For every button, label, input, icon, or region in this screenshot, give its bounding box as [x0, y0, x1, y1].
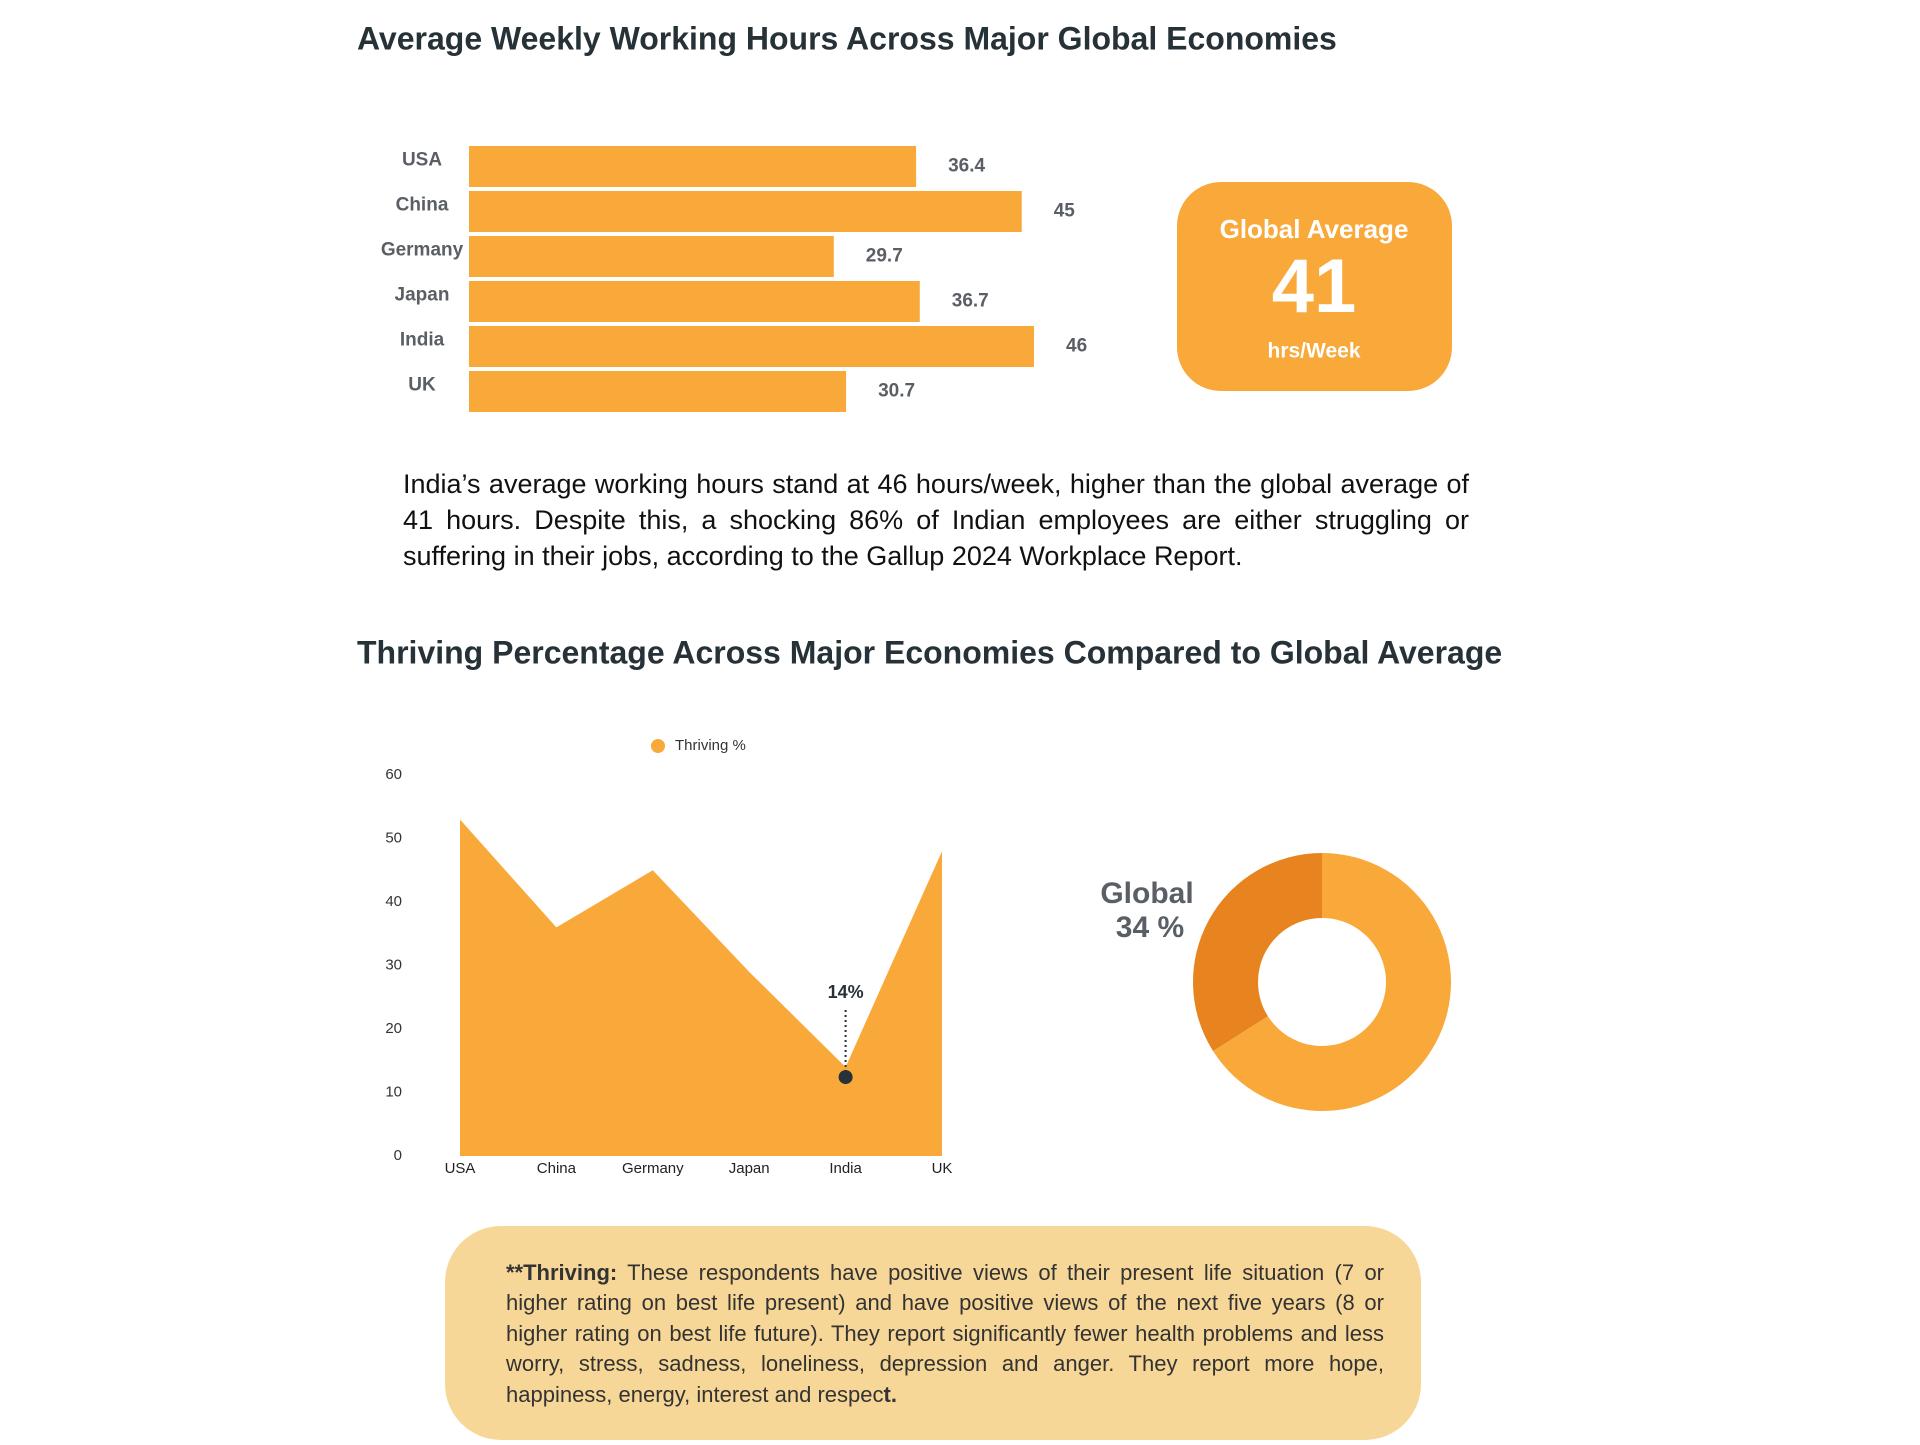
bar: [469, 236, 834, 277]
y-tick-label: 40: [385, 893, 402, 910]
note-term: **Thriving:: [506, 1260, 618, 1285]
note-end: t.: [883, 1381, 897, 1407]
note-text: **Thriving: These respondents have posit…: [506, 1258, 1384, 1410]
data-label: 45: [1054, 201, 1076, 222]
y-tick-label: China: [396, 195, 449, 216]
x-tick-label: Germany: [622, 1160, 684, 1177]
callout-unit: hrs/Week: [1268, 340, 1361, 363]
y-tick-label: 50: [385, 829, 402, 846]
bar: [469, 191, 1022, 232]
donut-label: 34 %: [1116, 911, 1184, 944]
y-tick-label: USA: [402, 150, 442, 171]
area: [460, 819, 942, 1156]
y-tick-label: Germany: [381, 240, 464, 261]
chart-title: Average Weekly Working Hours Across Majo…: [357, 20, 1337, 56]
y-tick-label: Japan: [395, 285, 450, 306]
y-tick-label: India: [400, 330, 445, 351]
bar: [469, 281, 920, 322]
note-box: **Thriving: These respondents have posit…: [445, 1226, 1421, 1440]
data-label: 46: [1066, 336, 1087, 357]
x-tick-label: UK: [932, 1160, 953, 1177]
data-label: 36.7: [952, 291, 989, 312]
donut-slice: [1213, 853, 1451, 1111]
note-body: These respondents have positive views of…: [506, 1260, 1384, 1407]
y-tick-label: 0: [394, 1147, 402, 1164]
chart-title: Thriving Percentage Across Major Economi…: [357, 634, 1502, 670]
y-tick-label: 60: [385, 766, 402, 783]
y-tick-label: 20: [385, 1020, 402, 1037]
data-label: 29.7: [866, 246, 903, 267]
bar: [469, 326, 1034, 367]
y-tick-label: 10: [385, 1083, 402, 1100]
callout-title: Global Average: [1220, 214, 1409, 244]
legend-label: Thriving %: [675, 737, 746, 754]
data-label: 14%: [828, 982, 864, 1002]
callout-value: 41: [1272, 244, 1357, 329]
data-label: 36.4: [948, 156, 985, 177]
y-tick-label: 30: [385, 956, 402, 973]
x-tick-label: China: [537, 1160, 577, 1177]
callout-box: [1177, 182, 1452, 391]
bar: [469, 371, 847, 412]
paragraph: India’s average working hours stand at 4…: [403, 469, 1469, 571]
data-label: 30.7: [878, 381, 915, 402]
annotation-dot: [838, 1070, 853, 1085]
donut-slice: [1193, 853, 1322, 1052]
bar: [469, 146, 917, 187]
legend-marker: [651, 739, 665, 753]
y-tick-label: UK: [408, 375, 436, 396]
donut-title: Global: [1100, 877, 1193, 910]
x-tick-label: India: [829, 1160, 862, 1177]
x-tick-label: Japan: [729, 1160, 770, 1177]
x-tick-label: USA: [445, 1160, 476, 1177]
